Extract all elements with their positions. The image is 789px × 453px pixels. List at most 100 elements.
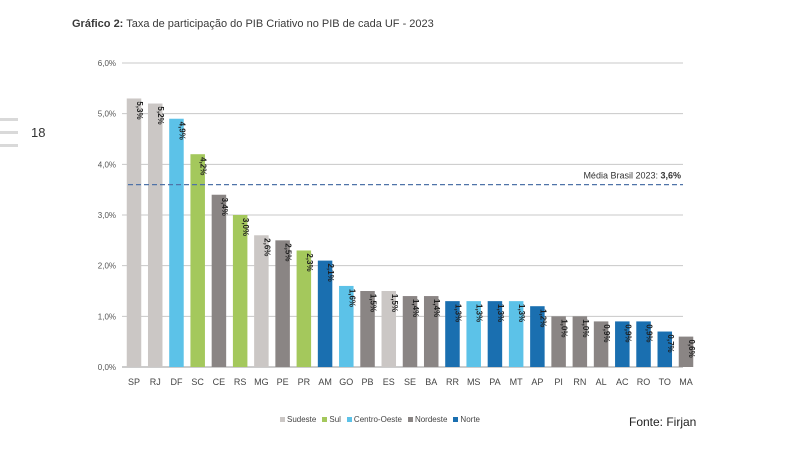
data-label: 5,3% bbox=[135, 101, 144, 119]
page-marker-bar-1 bbox=[0, 118, 18, 121]
legend-item: Sul bbox=[322, 415, 341, 424]
bar bbox=[317, 260, 333, 367]
y-tick-label: 1,0% bbox=[98, 312, 116, 321]
y-tick-label: 3,0% bbox=[98, 211, 116, 220]
data-label: 1,4% bbox=[411, 299, 420, 317]
chart-title: Gráfico 2: Taxa de participação do PIB C… bbox=[72, 18, 434, 30]
legend-label: Nordeste bbox=[414, 415, 448, 424]
x-tick-label: TO bbox=[659, 377, 671, 387]
x-tick-label: GO bbox=[339, 377, 353, 387]
x-tick-label: DF bbox=[170, 377, 182, 387]
bar bbox=[211, 194, 227, 367]
data-label: 3,4% bbox=[220, 198, 229, 216]
chart-title-prefix: Gráfico 2: bbox=[72, 18, 124, 30]
x-tick-label: SC bbox=[191, 377, 204, 387]
bar bbox=[466, 301, 481, 367]
x-tick-label: AL bbox=[596, 377, 607, 387]
data-label: 0,9% bbox=[645, 324, 654, 342]
bar bbox=[232, 215, 248, 367]
bar bbox=[147, 103, 163, 368]
x-tick-label: PI bbox=[554, 377, 563, 387]
legend-swatch bbox=[453, 417, 459, 422]
x-tick-label: AP bbox=[531, 377, 543, 387]
x-tick-label: SP bbox=[128, 377, 140, 387]
y-tick-label: 4,0% bbox=[98, 160, 116, 169]
y-tick-label: 0,0% bbox=[98, 363, 116, 372]
y-tick-label: 5,0% bbox=[98, 110, 116, 119]
x-tick-label: PR bbox=[298, 377, 311, 387]
x-tick-label: RR bbox=[446, 377, 459, 387]
x-tick-label: MS bbox=[467, 377, 481, 387]
bar bbox=[360, 291, 375, 367]
data-label: 1,2% bbox=[538, 309, 547, 327]
data-label: 0,9% bbox=[602, 324, 611, 342]
chart-title-text: Taxa de participação do PIB Criativo no … bbox=[123, 18, 434, 30]
legend-item: Sudeste bbox=[280, 415, 316, 424]
bar bbox=[572, 316, 588, 367]
data-label: 1,3% bbox=[496, 304, 505, 322]
average-line-label: Média Brasil 2023: 3,6% bbox=[583, 171, 681, 181]
bar bbox=[339, 285, 354, 367]
x-tick-label: CE bbox=[213, 377, 226, 387]
data-label: 4,2% bbox=[199, 157, 208, 175]
x-tick-label: AC bbox=[616, 377, 629, 387]
legend-swatch bbox=[322, 417, 328, 422]
data-label: 1,5% bbox=[390, 294, 399, 312]
legend-label: Sul bbox=[329, 415, 341, 424]
x-tick-label: AM bbox=[318, 377, 332, 387]
legend-label: Sudeste bbox=[287, 415, 317, 424]
page-marker-bar-3 bbox=[0, 144, 18, 147]
bar bbox=[254, 235, 269, 367]
bar bbox=[615, 321, 630, 367]
x-tick-label: RS bbox=[234, 377, 247, 387]
x-tick-label: RO bbox=[637, 377, 651, 387]
page-marker-bar-2 bbox=[0, 131, 18, 134]
data-label: 0,6% bbox=[687, 339, 696, 357]
data-label: 1,3% bbox=[475, 304, 484, 322]
bar bbox=[445, 301, 460, 367]
page-number: 18 bbox=[31, 125, 46, 140]
data-label: 1,4% bbox=[432, 299, 441, 317]
bar bbox=[508, 301, 524, 367]
data-label: 2,1% bbox=[326, 263, 335, 281]
x-tick-label: BA bbox=[425, 377, 437, 387]
x-tick-label: PA bbox=[489, 377, 500, 387]
bar bbox=[636, 321, 651, 367]
legend-label: Norte bbox=[460, 415, 480, 424]
x-tick-label: RN bbox=[573, 377, 586, 387]
bar bbox=[275, 240, 290, 367]
data-label: 4,9% bbox=[177, 122, 186, 140]
legend-swatch bbox=[280, 417, 285, 422]
bar bbox=[381, 291, 397, 367]
data-label: 1,5% bbox=[369, 294, 378, 312]
bar bbox=[530, 306, 545, 367]
x-tick-label: PE bbox=[277, 377, 289, 387]
legend-swatch bbox=[346, 417, 352, 422]
bar bbox=[190, 154, 205, 367]
bar bbox=[487, 301, 503, 367]
bar bbox=[296, 250, 312, 367]
data-label: 1,3% bbox=[517, 304, 526, 322]
data-label: 2,5% bbox=[284, 243, 293, 261]
x-tick-label: MT bbox=[510, 377, 523, 387]
data-label: 5,2% bbox=[156, 106, 165, 124]
data-label: 1,0% bbox=[560, 319, 569, 337]
data-label: 3,0% bbox=[241, 218, 250, 236]
x-tick-label: ES bbox=[383, 377, 395, 387]
data-label: 1,3% bbox=[453, 304, 462, 322]
y-tick-label: 6,0% bbox=[98, 59, 116, 68]
bar bbox=[169, 118, 184, 367]
legend-item: Norte bbox=[453, 415, 480, 424]
bar bbox=[126, 98, 142, 367]
data-label: 1,0% bbox=[581, 319, 590, 337]
data-label: 2,3% bbox=[305, 253, 314, 271]
source-note: Fonte: Firjan bbox=[629, 415, 697, 429]
data-label: 2,6% bbox=[262, 238, 271, 256]
bar bbox=[678, 336, 694, 367]
bar bbox=[402, 296, 418, 367]
x-tick-label: SE bbox=[404, 377, 416, 387]
x-tick-label: RJ bbox=[150, 377, 161, 387]
chart-legend: Sudeste Sul Centro-Oeste Nordeste Norte bbox=[280, 415, 480, 424]
bar bbox=[593, 321, 609, 367]
